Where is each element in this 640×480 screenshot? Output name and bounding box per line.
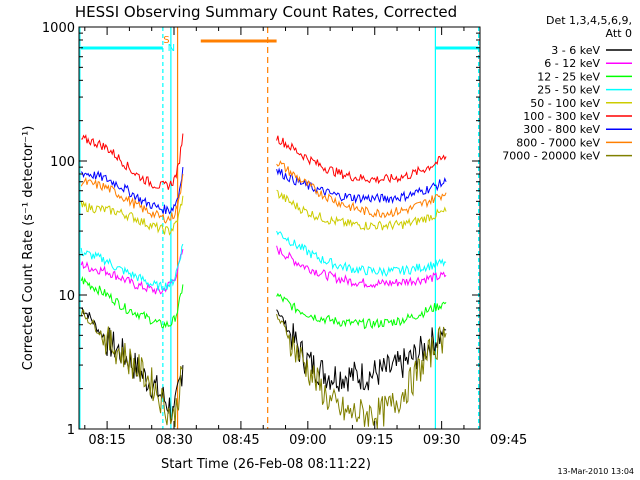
legend-label: 3 - 6 keV xyxy=(551,44,600,57)
legend-label: 50 - 100 keV xyxy=(530,97,600,110)
legend-label: 100 - 300 keV xyxy=(523,110,600,123)
x-tick-label: 08:30 xyxy=(155,433,192,448)
series-line-2-1 xyxy=(276,292,447,330)
series-line-7-0 xyxy=(80,173,184,224)
series-line-7-1 xyxy=(276,160,447,219)
x-tick-label: 09:00 xyxy=(289,433,326,448)
x-tick-label: 09:45 xyxy=(490,433,527,448)
series-300-800-kev xyxy=(80,167,447,215)
legend-header-2: Att 0 xyxy=(606,27,632,40)
chart-title: HESSI Observing Summary Count Rates, Cor… xyxy=(75,3,457,21)
series-line-5-1 xyxy=(276,135,447,185)
series-12-25-kev xyxy=(80,275,447,330)
x-tick-label: 09:30 xyxy=(423,433,460,448)
y-tick-label: 1 xyxy=(67,423,75,438)
series-line-3-0 xyxy=(80,243,184,292)
x-tick-label: 08:15 xyxy=(88,433,125,448)
series-6-12-kev xyxy=(80,245,447,295)
y-tick-label: 1000 xyxy=(42,21,75,36)
series-line-6-1 xyxy=(276,167,447,205)
series-line-6-0 xyxy=(80,167,184,215)
series-100-300-kev xyxy=(81,133,447,190)
series-line-4-1 xyxy=(276,189,447,231)
series-7000-20000-kev xyxy=(80,309,447,429)
x-tick-label: 09:15 xyxy=(356,433,393,448)
marker-label-n: N xyxy=(168,43,175,54)
x-tick-label: 08:45 xyxy=(222,433,259,448)
y-tick-label: 100 xyxy=(50,155,75,170)
y-axis-label: Corrected Count Rate (s⁻¹ detector⁻¹) xyxy=(21,126,36,371)
legend-label: 7000 - 20000 keV xyxy=(502,150,600,163)
series-line-1-0 xyxy=(80,248,184,295)
series-line-8-0 xyxy=(80,309,184,428)
series-line-1-1 xyxy=(276,245,447,289)
marker-label-s: S xyxy=(163,35,169,46)
axes-frame xyxy=(78,26,481,430)
series-800-7000-kev xyxy=(80,160,447,224)
y-tick-label: 10 xyxy=(58,289,75,304)
series-line-0-0 xyxy=(81,307,184,422)
legend-label: 800 - 7000 keV xyxy=(516,136,600,149)
legend-label: 300 - 800 keV xyxy=(523,123,600,136)
series-line-4-0 xyxy=(80,195,184,236)
series-25-50-kev xyxy=(80,230,447,292)
series-line-8-1 xyxy=(276,313,447,429)
series-line-2-0 xyxy=(80,275,184,329)
plot-area: 1 10 100 1000 08:15 08:30 08:45 09:00 09:15 09:30… xyxy=(42,21,527,448)
series-line-3-1 xyxy=(276,230,447,278)
legend-header-1: Det 1,3,4,5,6,9, xyxy=(546,14,632,27)
legend-label: 6 - 12 keV xyxy=(544,57,600,70)
x-axis-label: Start Time (26-Feb-08 08:11:22) xyxy=(161,457,371,472)
footer-timestamp: 13-Mar-2010 13:04 xyxy=(558,467,635,476)
series-line-5-0 xyxy=(81,133,184,190)
legend-label: 25 - 50 keV xyxy=(537,84,600,97)
legend-label: 12 - 25 keV xyxy=(537,70,600,83)
series-50-100-kev xyxy=(80,189,447,236)
